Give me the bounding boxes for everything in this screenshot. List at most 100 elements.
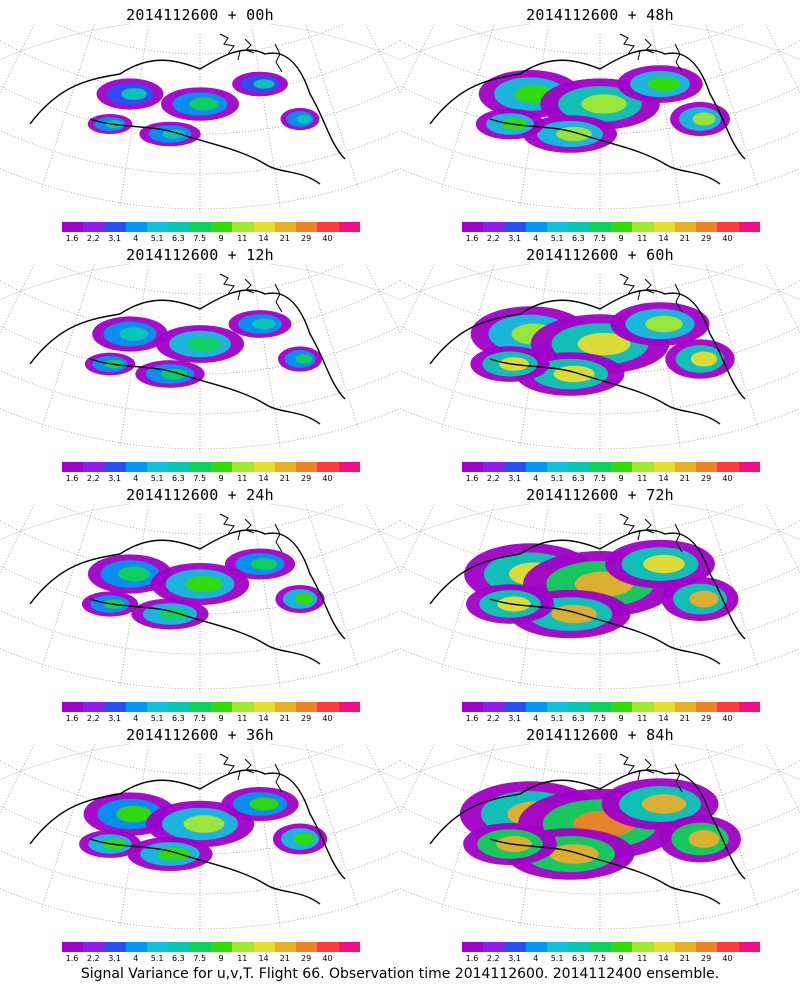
colorbar-cell (210, 702, 233, 712)
colorbar-tick-label: 5.1 (550, 714, 564, 723)
colorbar-tick-label: 9 (618, 954, 624, 963)
meridian-gridline (0, 264, 2, 356)
colorbar-tick-label: 7.5 (193, 714, 207, 723)
colorbar-tick-label: 6.3 (172, 234, 185, 243)
colorbar-cell (547, 942, 569, 952)
colorbar-cell (462, 942, 484, 952)
colorbar-cell (525, 702, 548, 712)
colorbar-cell (653, 462, 675, 472)
colorbar-cell (462, 222, 484, 232)
variance-contour (119, 327, 149, 341)
colorbar-cell (83, 702, 105, 712)
colorbar-cell (610, 942, 633, 952)
colorbar-tick-label: 29 (301, 474, 312, 483)
colorbar-tick-label: 29 (701, 714, 712, 723)
colorbar-cell (653, 222, 675, 232)
colorbar-cell (674, 462, 697, 472)
meridian-gridline (765, 264, 800, 334)
colorbar-cell (147, 222, 169, 232)
meridian-gridline (0, 24, 2, 116)
variance-map (0, 24, 400, 212)
colorbar-tick-label: 21 (279, 474, 290, 483)
colorbar-cell (168, 702, 190, 712)
colorbar-cell (83, 222, 105, 232)
panel-title: 2014112600 + 72h (526, 486, 674, 504)
colorbar-cell (232, 702, 254, 712)
colorbar-cell (210, 222, 233, 232)
latitude-gridline (0, 85, 400, 135)
panel-title: 2014112600 + 12h (126, 246, 274, 264)
meridian-gridline (400, 264, 435, 334)
latitude-gridline (400, 129, 800, 175)
variance-map (0, 504, 400, 692)
colorbar-tick-label: 3.1 (508, 954, 521, 963)
map-domain-border (0, 264, 400, 300)
colorbar-tick-label: 5.1 (150, 234, 164, 243)
map-panel: 2014112600 + 00h 1.6 2.2 3.1 4 5.1 6.3 7.5 9 11 14… (0, 0, 400, 243)
colorbar-cell (189, 222, 211, 232)
panel-title: 2014112600 + 00h (126, 6, 274, 24)
map-domain-border (0, 504, 400, 540)
colorbar-cell (504, 462, 526, 472)
colorbar-cell (62, 222, 84, 232)
colorbar-cell (189, 462, 211, 472)
colorbar-labels: 1.6 2.2 3.1 4 5.1 6.3 7.5 9 11 14 21 29 40 (452, 954, 782, 964)
variance-contour (549, 844, 599, 864)
colorbar-tick-label: 2.2 (86, 714, 100, 723)
variance-field (87, 71, 320, 147)
colorbar-tick-label: 14 (658, 954, 669, 963)
colorbar-tick-label: 29 (701, 234, 712, 243)
colorbar-tick-label: 29 (301, 714, 312, 723)
meridian-gridline (0, 744, 35, 814)
colorbar-cell (147, 942, 169, 952)
colorbar-cell (168, 942, 190, 952)
colorbar-tick-label: 40 (322, 954, 333, 963)
map-panel: 2014112600 + 48h 1.6 2.2 3.1 4 5.1 6.3 7.5 9 11 14… (400, 0, 800, 243)
colorbar-tick-label: 14 (258, 714, 269, 723)
colorbar-cell (462, 462, 484, 472)
colorbar-cell (483, 942, 505, 952)
meridian-gridline (765, 24, 800, 94)
colorbar-tick-label: 14 (658, 234, 669, 243)
variance-contour (249, 797, 279, 811)
colorbar-tick-label: 40 (722, 954, 733, 963)
colorbar-tick-label: 29 (701, 474, 712, 483)
map-panel: 2014112600 + 12h 1.6 2.2 3.1 4 5.1 6.3 7.5 9 11 14… (0, 240, 400, 483)
colorbar-tick-label: 4 (133, 474, 139, 483)
colorbar (62, 702, 360, 712)
variance-contour (253, 79, 275, 89)
colorbar-tick-label: 1.6 (465, 474, 479, 483)
latitude-gridline (0, 325, 400, 375)
variance-contour (641, 794, 687, 814)
colorbar-labels: 1.6 2.2 3.1 4 5.1 6.3 7.5 9 11 14 21 29 40 (52, 954, 382, 964)
island-outlines (219, 753, 283, 793)
latitude-gridline (400, 849, 800, 895)
colorbar-cell (547, 462, 569, 472)
colorbar-labels: 1.6 2.2 3.1 4 5.1 6.3 7.5 9 11 14 21 29 40 (452, 714, 782, 724)
colorbar (462, 702, 760, 712)
colorbar-tick-label: 3.1 (108, 474, 121, 483)
meridian-gridline (365, 264, 400, 334)
map-domain-border (0, 24, 400, 60)
colorbar-cell (296, 942, 318, 952)
variance-contour (692, 112, 716, 126)
variance-contour (185, 575, 223, 593)
latitude-gridline (400, 325, 800, 375)
colorbar-cell (338, 462, 360, 472)
meridian-gridline (252, 29, 281, 206)
colorbar-cell (253, 942, 275, 952)
meridian-gridline (400, 504, 402, 596)
colorbar-cell (696, 462, 718, 472)
variance-field (84, 310, 323, 388)
colorbar-tick-label: 3.1 (508, 714, 521, 723)
colorbar-cell (253, 702, 275, 712)
colorbar-tick-label: 11 (237, 954, 248, 963)
meridian-gridline (400, 744, 402, 836)
island-outlines (619, 753, 683, 793)
colorbar-tick-label: 29 (301, 954, 312, 963)
colorbar-labels: 1.6 2.2 3.1 4 5.1 6.3 7.5 9 11 14 21 29 40 (52, 714, 382, 724)
colorbar-cell (168, 462, 190, 472)
map-panel: 2014112600 + 60h 1.6 2.2 3.1 4 5.1 6.3 7.5 9 11 14… (400, 240, 800, 483)
variance-field (81, 548, 325, 630)
colorbar-cell (189, 942, 211, 952)
